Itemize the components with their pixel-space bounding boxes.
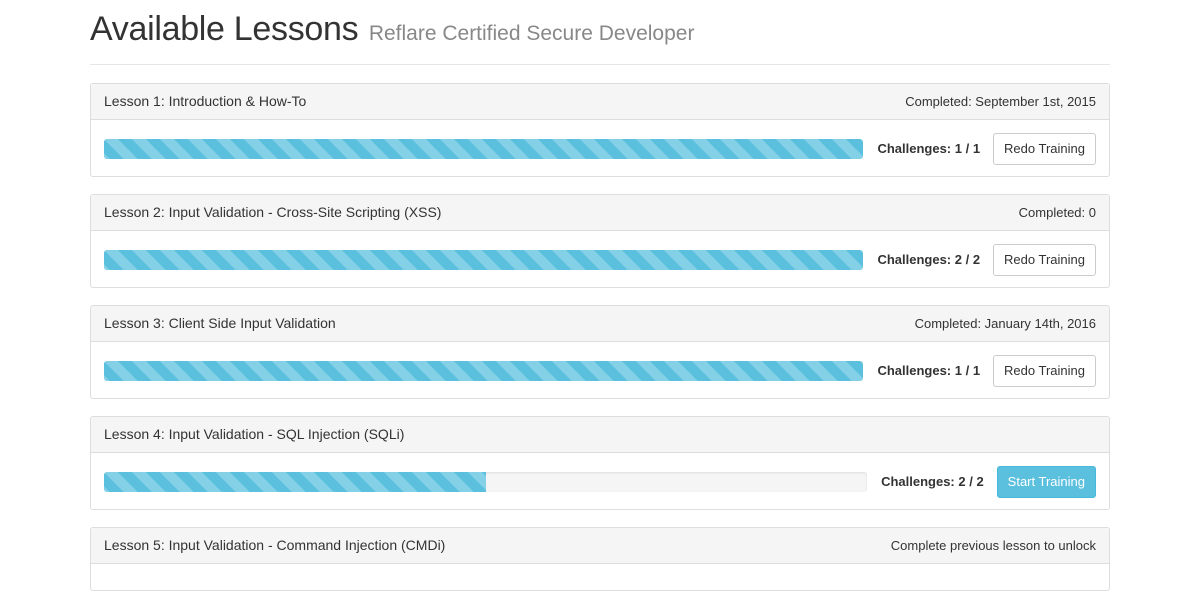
progress-track <box>104 471 868 492</box>
lesson-panel-1: Lesson 1: Introduction & How-To Complete… <box>90 83 1110 177</box>
lesson-title: Lesson 3: Client Side Input Validation <box>104 315 336 331</box>
lesson-body: Challenges: 2 / 2 Start Training <box>91 453 1109 510</box>
redo-training-button[interactable]: Redo Training <box>993 354 1096 387</box>
lesson-heading: Lesson 5: Input Validation - Command Inj… <box>91 528 1109 564</box>
lesson-lock-status: Complete previous lesson to unlock <box>890 538 1096 553</box>
progress-bar <box>104 249 864 270</box>
lesson-status: Completed: 0 <box>1018 205 1096 220</box>
lesson-title: Lesson 5: Input Validation - Command Inj… <box>104 537 446 553</box>
lesson-heading: Lesson 2: Input Validation - Cross-Site … <box>91 195 1109 231</box>
lesson-title: Lesson 4: Input Validation - SQL Injecti… <box>104 426 405 442</box>
lesson-body: Challenges: 1 / 1 Redo Training <box>91 120 1109 177</box>
lesson-panel-3: Lesson 3: Client Side Input Validation C… <box>90 305 1110 399</box>
lesson-panel-5: Lesson 5: Input Validation - Command Inj… <box>90 527 1110 591</box>
lesson-body <box>91 564 1109 591</box>
page-subtitle: Reflare Certified Secure Developer <box>368 22 695 45</box>
lesson-body: Challenges: 2 / 2 Redo Training <box>91 231 1109 288</box>
challenges-count: Challenges: 1 / 1 <box>877 363 981 378</box>
challenges-count: Challenges: 2 / 2 <box>877 252 981 267</box>
page-header: Available Lessons Reflare Certified Secu… <box>90 0 1110 65</box>
progress-track <box>104 138 864 159</box>
progress-bar <box>104 471 486 492</box>
lesson-status: Completed: September 1st, 2015 <box>905 94 1096 109</box>
page-container: Available Lessons Reflare Certified Secu… <box>90 0 1110 608</box>
start-training-button[interactable]: Start Training <box>996 465 1096 498</box>
lesson-panel-2: Lesson 2: Input Validation - Cross-Site … <box>90 194 1110 288</box>
challenges-count: Challenges: 2 / 2 <box>881 474 984 489</box>
lesson-body: Challenges: 1 / 1 Redo Training <box>91 342 1109 399</box>
lesson-title: Lesson 1: Introduction & How-To <box>104 93 307 109</box>
redo-training-button[interactable]: Redo Training <box>993 132 1096 165</box>
lesson-panel-4: Lesson 4: Input Validation - SQL Injecti… <box>90 416 1110 510</box>
lesson-list: Lesson 1: Introduction & How-To Complete… <box>90 83 1110 591</box>
progress-bar <box>104 138 864 159</box>
progress-track <box>104 360 864 381</box>
page-title: Available Lessons <box>90 10 359 48</box>
progress-track <box>104 249 864 270</box>
lesson-heading: Lesson 3: Client Side Input Validation C… <box>91 306 1109 342</box>
challenges-count: Challenges: 1 / 1 <box>877 141 981 156</box>
lesson-heading: Lesson 1: Introduction & How-To Complete… <box>91 84 1109 120</box>
redo-training-button[interactable]: Redo Training <box>993 243 1096 276</box>
lesson-title: Lesson 2: Input Validation - Cross-Site … <box>104 204 442 220</box>
lesson-status: Completed: January 14th, 2016 <box>914 316 1096 331</box>
lesson-heading: Lesson 4: Input Validation - SQL Injecti… <box>91 417 1109 453</box>
progress-bar <box>104 360 864 381</box>
